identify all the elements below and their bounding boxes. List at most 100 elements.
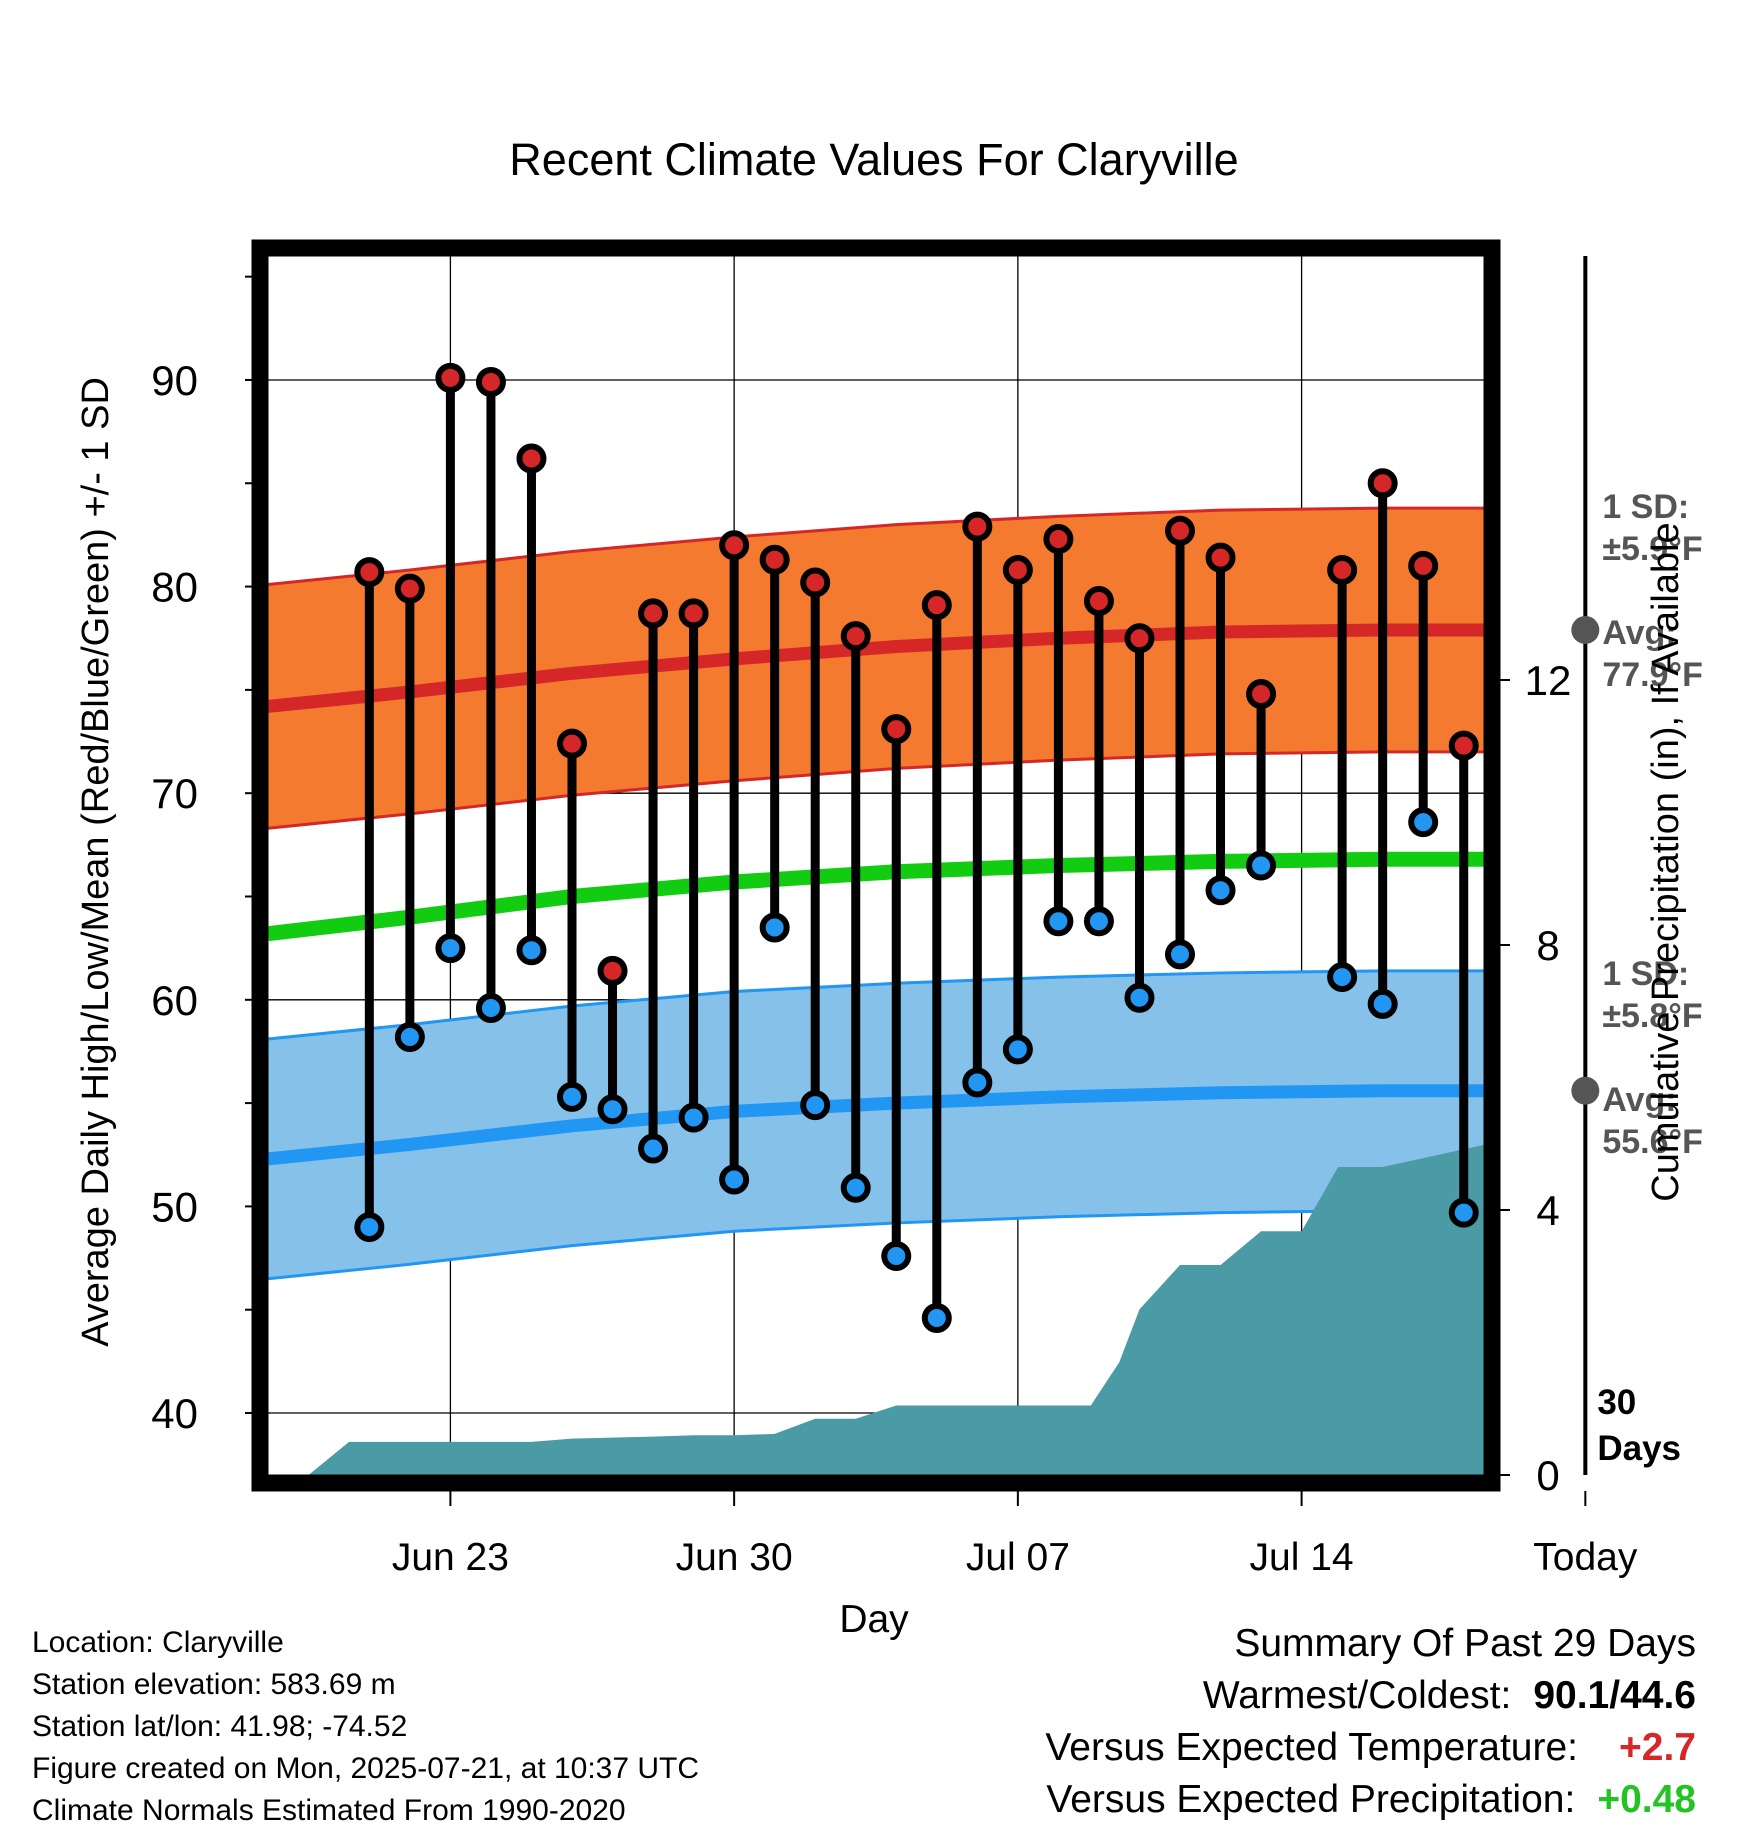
high-point bbox=[1043, 524, 1074, 555]
high-upper-sd-line bbox=[268, 506, 1484, 587]
high-avg-label-line2: 77.9°F bbox=[1602, 656, 1703, 694]
today-low-normal-dot bbox=[1571, 1076, 1600, 1105]
low-point bbox=[921, 1302, 952, 1333]
warm-cold-value: 90.1/44.6 bbox=[1533, 1674, 1696, 1717]
x-tick-label: Jun 30 bbox=[676, 1536, 793, 1579]
low-point bbox=[597, 1094, 628, 1125]
low-sd-label-line2: ±5.8°F bbox=[1602, 997, 1702, 1035]
high-point bbox=[759, 544, 790, 575]
daily-points bbox=[354, 362, 1557, 1333]
low-point bbox=[638, 1133, 669, 1164]
low-point bbox=[1205, 875, 1236, 906]
low-point bbox=[881, 1240, 912, 1271]
station-location: Location: Claryville bbox=[32, 1626, 284, 1659]
low-avg-label-line1: Avg: bbox=[1602, 1081, 1676, 1119]
high-point bbox=[921, 590, 952, 621]
normals-note: Climate Normals Estimated From 1990-2020 bbox=[32, 1794, 626, 1827]
band-annotations: 1 SD: ±5.9°F Avg: 77.9°F 1 SD: ±5.8°F Avg: 55.6… bbox=[1602, 488, 1703, 1161]
y2-tick-label: 12 bbox=[1525, 657, 1572, 704]
today-days-count: 30 bbox=[1597, 1383, 1636, 1422]
high-point bbox=[719, 530, 750, 561]
low-point bbox=[516, 935, 547, 966]
summary-temperature: Versus Expected Temperature: +2.7 bbox=[1045, 1722, 1696, 1774]
high-point bbox=[435, 362, 466, 393]
high-point bbox=[1124, 623, 1155, 654]
chart-title: Recent Climate Values For Claryville bbox=[509, 134, 1238, 185]
station-elevation: Station elevation: 583.69 m bbox=[32, 1668, 396, 1701]
precip-value: +0.48 bbox=[1597, 1778, 1696, 1821]
figure-created: Figure created on Mon, 2025-07-21, at 10… bbox=[32, 1752, 700, 1785]
high-point bbox=[1002, 555, 1033, 586]
low-avg-label-line2: 55.6°F bbox=[1602, 1123, 1703, 1161]
temp-value: +2.7 bbox=[1619, 1726, 1696, 1769]
y-tick-label: 70 bbox=[151, 770, 198, 817]
y-tick-label: 90 bbox=[151, 357, 198, 404]
low-point bbox=[1002, 1034, 1033, 1065]
daily-range-bars bbox=[364, 377, 1469, 1318]
plot-area: 30 Days 1 SD: ±5.9°F Avg: 77.9°F 1 SD: ±5.8°F A… bbox=[251, 239, 1703, 1492]
high-point bbox=[840, 621, 871, 652]
station-latlon: Station lat/lon: 41.98; -74.52 bbox=[32, 1710, 408, 1743]
high-point bbox=[1205, 542, 1236, 573]
high-point bbox=[1327, 555, 1358, 586]
summary-warm-cold: Warmest/Coldest: 90.1/44.6 bbox=[1045, 1670, 1696, 1722]
low-point bbox=[1448, 1197, 1479, 1228]
high-point bbox=[962, 511, 993, 542]
y-tick-label: 80 bbox=[151, 564, 198, 611]
x-tick-label: Jul 14 bbox=[1250, 1536, 1354, 1579]
low-point bbox=[1043, 906, 1074, 937]
low-point bbox=[1367, 988, 1398, 1019]
low-point bbox=[962, 1067, 993, 1098]
x-tick-label: Today bbox=[1533, 1536, 1638, 1579]
left-axis: 40 50 60 70 80 90 bbox=[151, 275, 260, 1437]
x-axis-label: Day bbox=[839, 1598, 909, 1641]
low-point bbox=[475, 993, 506, 1024]
summary-title: Summary Of Past 29 Days bbox=[1234, 1622, 1696, 1665]
low-point bbox=[800, 1090, 831, 1121]
low-point bbox=[1083, 906, 1114, 937]
high-point bbox=[1408, 550, 1439, 581]
warm-cold-label: Warmest/Coldest: bbox=[1202, 1674, 1512, 1717]
low-point bbox=[1165, 939, 1195, 970]
high-point bbox=[1165, 515, 1195, 546]
x-tick-label: Jul 07 bbox=[966, 1536, 1070, 1579]
y-axis-label: Average Daily High/Low/Mean (Red/Blue/Gr… bbox=[75, 377, 117, 1347]
temp-label: Versus Expected Temperature: bbox=[1045, 1726, 1578, 1769]
low-sd-label-line1: 1 SD: bbox=[1602, 955, 1689, 993]
low-point bbox=[719, 1164, 750, 1195]
high-avg-label-line1: Avg: bbox=[1602, 614, 1676, 652]
low-point bbox=[1246, 850, 1277, 881]
plot-frame bbox=[251, 239, 1501, 1492]
high-point bbox=[557, 728, 587, 759]
high-point bbox=[1533, 539, 1557, 563]
low-point bbox=[1124, 982, 1155, 1013]
low-lower-sd-line bbox=[268, 1209, 1484, 1281]
today-days-label: Days bbox=[1597, 1429, 1681, 1468]
low-point bbox=[759, 912, 790, 943]
precip-label: Versus Expected Precipitation: bbox=[1046, 1778, 1576, 1821]
low-point bbox=[394, 1021, 425, 1052]
low-normal-line bbox=[268, 1084, 1484, 1166]
summary-precipitation: Versus Expected Precipitation: +0.48 bbox=[1045, 1774, 1696, 1826]
low-point bbox=[1327, 962, 1358, 993]
high-point bbox=[881, 714, 912, 745]
y-tick-label: 40 bbox=[151, 1390, 198, 1437]
low-point bbox=[1533, 1023, 1557, 1047]
station-info: Location: Claryville Station elevation: … bbox=[32, 1622, 699, 1832]
today-high-normal-dot bbox=[1571, 615, 1600, 644]
high-sd-label-line1: 1 SD: bbox=[1602, 488, 1689, 526]
low-point bbox=[678, 1102, 709, 1133]
high-sd-label-line2: ±5.9°F bbox=[1602, 530, 1702, 568]
low-point bbox=[435, 933, 466, 964]
y2-tick-label: 0 bbox=[1536, 1452, 1559, 1499]
y-tick-label: 60 bbox=[151, 977, 198, 1024]
low-point bbox=[354, 1212, 385, 1243]
x-tick-label: Jun 23 bbox=[392, 1536, 509, 1579]
y2-axis-label: Cumulative Precipitation (in), If Availa… bbox=[1645, 522, 1687, 1201]
y2-tick-label: 8 bbox=[1536, 922, 1559, 969]
high-point bbox=[678, 598, 709, 629]
high-point bbox=[475, 367, 506, 398]
high-point bbox=[800, 567, 831, 598]
